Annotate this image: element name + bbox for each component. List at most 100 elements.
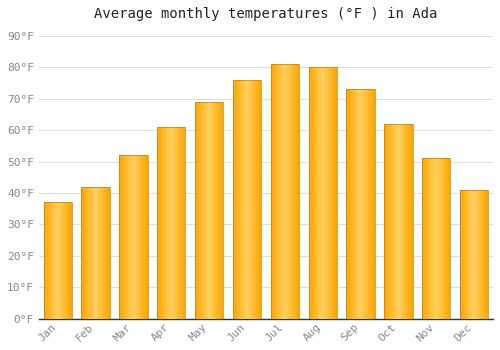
Bar — [408, 124, 409, 319]
Bar — [120, 155, 122, 319]
Bar — [387, 124, 388, 319]
Bar — [104, 187, 105, 319]
Bar — [318, 67, 319, 319]
Bar — [440, 159, 441, 319]
Bar — [58, 202, 59, 319]
Bar — [464, 190, 465, 319]
Bar — [430, 159, 432, 319]
Bar — [386, 124, 387, 319]
Bar — [479, 190, 480, 319]
Bar — [49, 202, 50, 319]
Bar — [82, 187, 83, 319]
Bar — [244, 80, 245, 319]
Bar — [384, 124, 412, 319]
Bar — [129, 155, 130, 319]
Bar — [354, 89, 355, 319]
Bar — [99, 187, 100, 319]
Bar — [145, 155, 146, 319]
Bar — [97, 187, 98, 319]
Bar — [291, 64, 292, 319]
Bar — [92, 187, 94, 319]
Bar — [158, 127, 159, 319]
Bar — [356, 89, 357, 319]
Bar — [245, 80, 246, 319]
Bar — [286, 64, 287, 319]
Bar — [207, 102, 208, 319]
Bar — [167, 127, 168, 319]
Bar — [66, 202, 67, 319]
Bar — [59, 202, 60, 319]
Bar — [482, 190, 484, 319]
Bar — [96, 187, 97, 319]
Bar — [385, 124, 386, 319]
Bar — [50, 202, 51, 319]
Bar — [200, 102, 202, 319]
Bar — [106, 187, 107, 319]
Bar — [238, 80, 239, 319]
Bar — [427, 159, 428, 319]
Bar — [222, 102, 224, 319]
Bar — [395, 124, 396, 319]
Bar — [463, 190, 464, 319]
Bar — [214, 102, 215, 319]
Bar — [206, 102, 207, 319]
Bar — [435, 159, 436, 319]
Bar — [175, 127, 176, 319]
Bar — [219, 102, 220, 319]
Bar — [316, 67, 317, 319]
Bar — [62, 202, 64, 319]
Bar — [353, 89, 354, 319]
Bar — [328, 67, 329, 319]
Bar — [432, 159, 434, 319]
Bar — [105, 187, 106, 319]
Bar — [360, 89, 362, 319]
Bar — [126, 155, 127, 319]
Bar — [168, 127, 169, 319]
Bar — [367, 89, 368, 319]
Bar — [44, 202, 45, 319]
Bar — [434, 159, 435, 319]
Bar — [205, 102, 206, 319]
Bar — [256, 80, 257, 319]
Bar — [64, 202, 65, 319]
Bar — [372, 89, 374, 319]
Bar — [240, 80, 242, 319]
Bar — [234, 80, 235, 319]
Bar — [137, 155, 138, 319]
Bar — [270, 64, 299, 319]
Bar — [136, 155, 137, 319]
Bar — [65, 202, 66, 319]
Bar — [68, 202, 69, 319]
Bar — [252, 80, 254, 319]
Bar — [486, 190, 487, 319]
Bar — [465, 190, 466, 319]
Bar — [125, 155, 126, 319]
Bar — [184, 127, 185, 319]
Bar — [56, 202, 57, 319]
Bar — [255, 80, 256, 319]
Bar — [142, 155, 144, 319]
Bar — [422, 159, 450, 319]
Bar — [180, 127, 181, 319]
Bar — [87, 187, 88, 319]
Bar — [472, 190, 474, 319]
Bar — [217, 102, 218, 319]
Bar — [467, 190, 468, 319]
Bar — [102, 187, 104, 319]
Bar — [475, 190, 476, 319]
Bar — [288, 64, 289, 319]
Bar — [212, 102, 214, 319]
Bar — [334, 67, 335, 319]
Bar — [310, 67, 312, 319]
Bar — [82, 187, 110, 319]
Bar — [485, 190, 486, 319]
Bar — [83, 187, 84, 319]
Bar — [425, 159, 426, 319]
Bar — [474, 190, 475, 319]
Bar — [257, 80, 258, 319]
Bar — [384, 124, 385, 319]
Bar — [181, 127, 182, 319]
Bar — [449, 159, 450, 319]
Bar — [260, 80, 261, 319]
Bar — [294, 64, 295, 319]
